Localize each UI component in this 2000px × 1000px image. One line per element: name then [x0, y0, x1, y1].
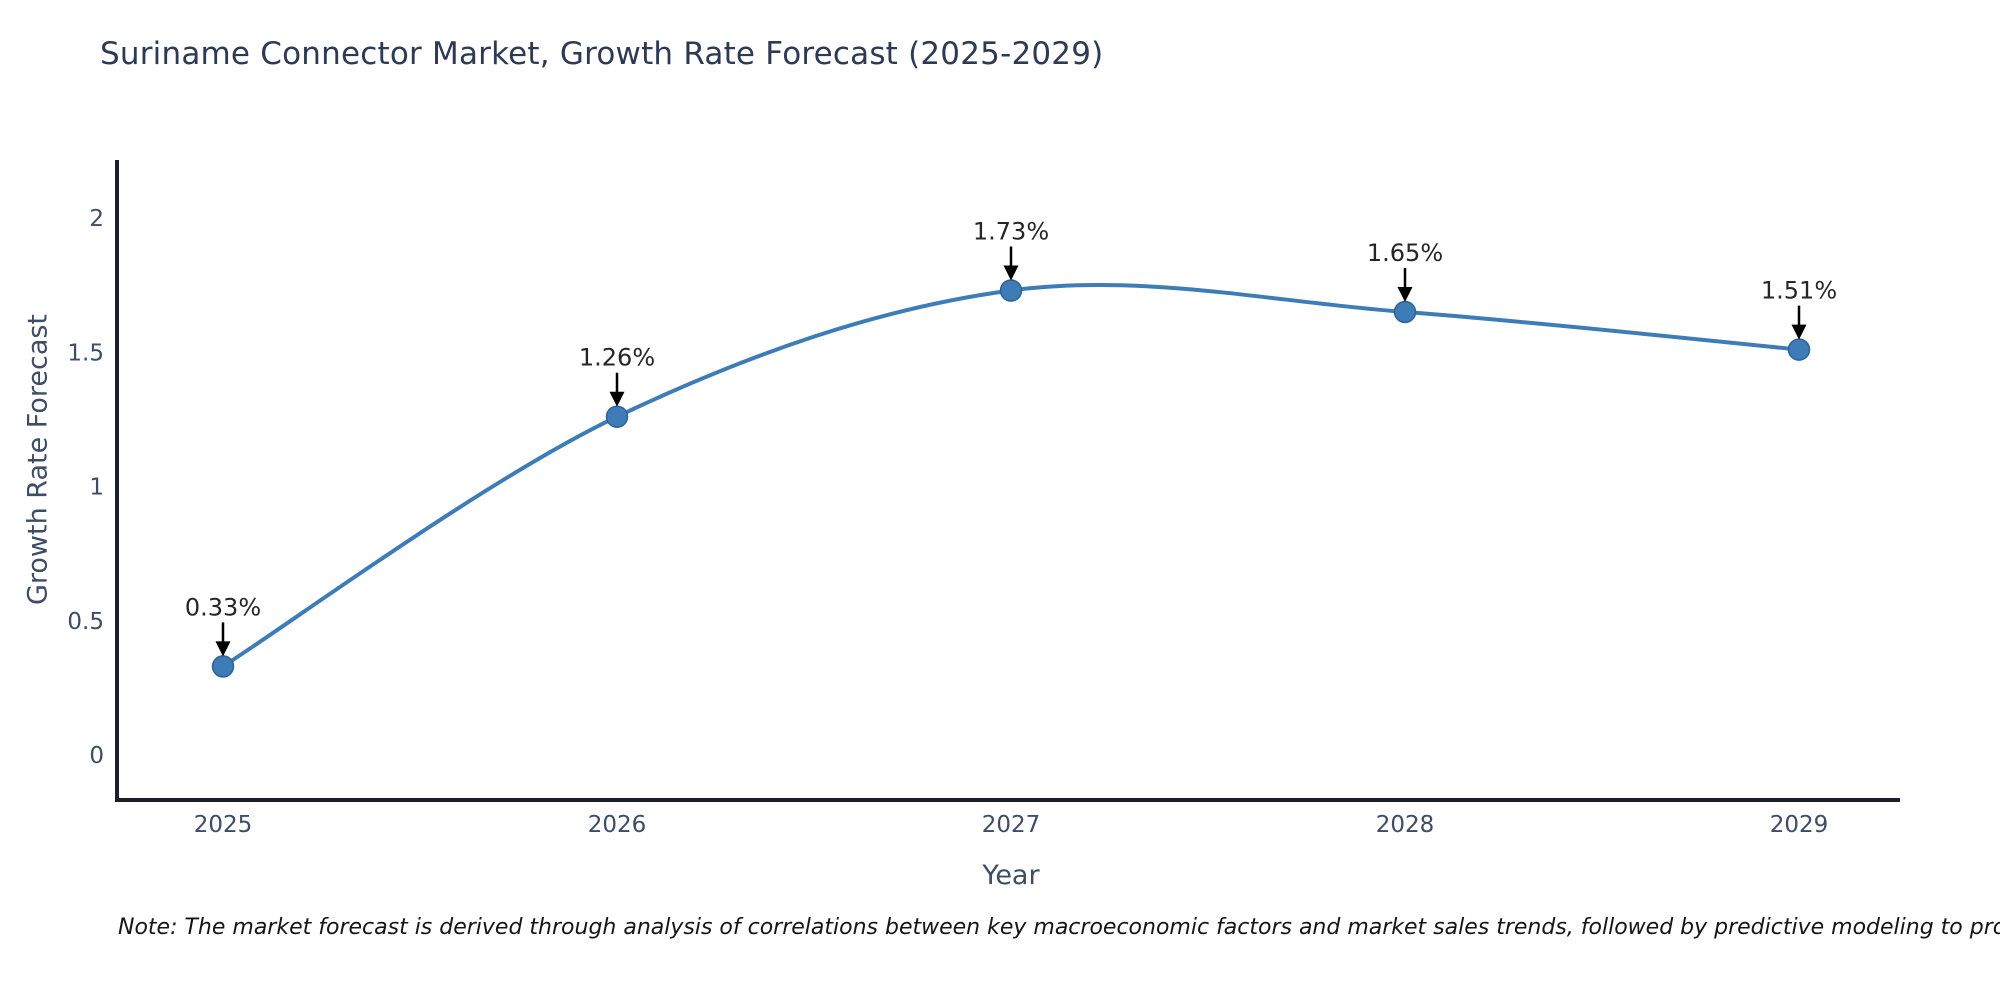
data-point-marker [605, 405, 629, 428]
data-point-label: 1.51% [1761, 277, 1837, 305]
y-tick-label: 0.5 [67, 609, 104, 635]
data-point-marker [1787, 338, 1811, 361]
x-tick-label: 2028 [1376, 812, 1435, 838]
data-point-marker [1393, 300, 1417, 324]
footnote-text: Note: The market forecast is derived thr… [118, 915, 2000, 940]
x-tick-label: 2026 [588, 812, 647, 838]
data-point-label: 1.73% [973, 217, 1049, 245]
data-point-label: 0.33% [185, 593, 261, 621]
y-tick-label: 1.5 [67, 340, 104, 366]
y-tick-label: 1 [89, 475, 104, 501]
annotation-arrow-head [1397, 286, 1413, 302]
annotation-arrow-head [609, 391, 625, 407]
annotation-arrow-head [215, 641, 231, 657]
x-tick-label: 2025 [194, 812, 253, 838]
annotation-arrow-head [1003, 265, 1019, 281]
data-point-marker [999, 279, 1023, 302]
forecast-line [221, 283, 1801, 669]
y-tick-label: 2 [89, 206, 104, 232]
data-point-marker [211, 655, 235, 678]
data-point-label: 1.65% [1367, 239, 1443, 267]
x-tick-label: 2027 [982, 812, 1041, 838]
y-tick-label: 0 [89, 743, 104, 769]
x-axis-title: Year [982, 860, 1040, 891]
chart-title: Suriname Connector Market, Growth Rate F… [100, 36, 1104, 72]
annotation-arrow-head [1791, 324, 1807, 340]
x-tick-label: 2029 [1770, 812, 1829, 838]
data-point-label: 1.26% [579, 344, 655, 372]
